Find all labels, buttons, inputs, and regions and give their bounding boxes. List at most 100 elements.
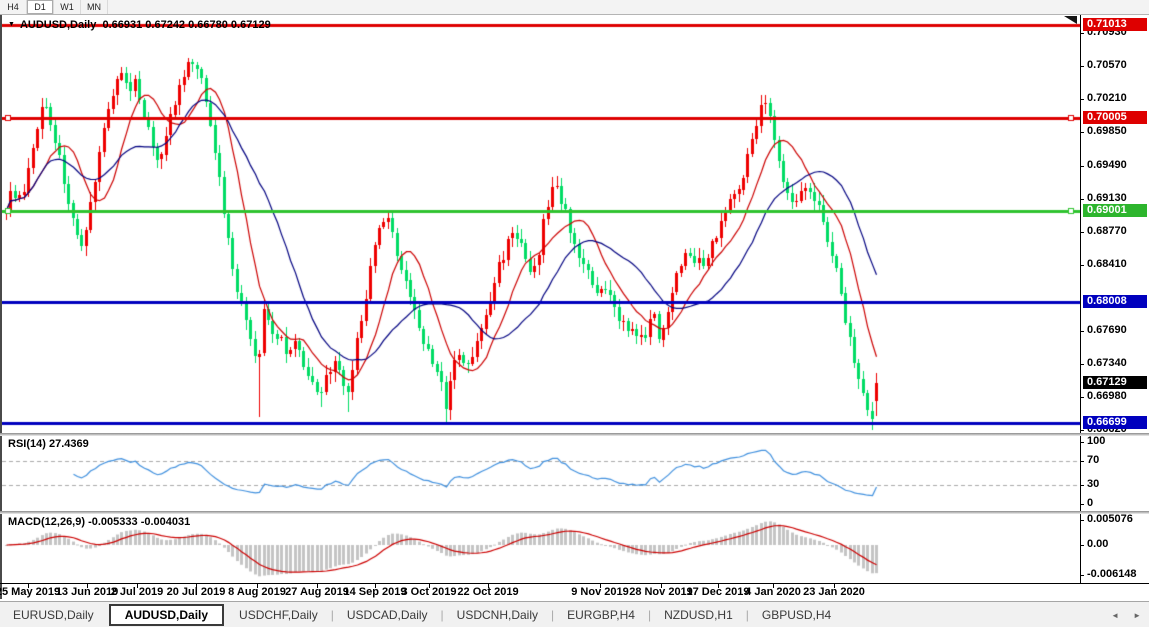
price-tick-mark	[1080, 33, 1084, 34]
rsi-indicator-canvas[interactable]	[2, 436, 1080, 510]
date-label: 17 Dec 2019	[686, 586, 750, 598]
tab-separator: |	[647, 607, 652, 622]
date-tick-mark	[196, 584, 197, 588]
price-tick-label: 0.69490	[1087, 159, 1127, 171]
tab-eurgbp-h4[interactable]: EURGBP,H4	[567, 607, 635, 622]
price-tick-mark	[1080, 265, 1084, 266]
chart-ohlc-values: 0.66931 0.67242 0.66780 0.67129	[102, 19, 271, 31]
price-badge-0.68008: 0.68008	[1083, 295, 1147, 308]
chart-tab-bar: EURUSD,Daily AUDUSD,Daily USDCHF,Daily | USD…	[0, 601, 1149, 627]
date-label: 14 Sep 2019	[343, 586, 407, 598]
tab-separator: |	[330, 607, 334, 622]
tab-separator: |	[745, 607, 749, 622]
macd-label: MACD(12,26,9) -0.005333 -0.004031	[8, 516, 190, 528]
chart-symbol-period: AUDUSD,Daily	[19, 19, 97, 31]
rsi-tick-label: 100	[1087, 435, 1106, 447]
date-label: 3 Oct 2019	[401, 586, 457, 598]
price-tick-mark	[1080, 397, 1084, 398]
price-axis-line	[1080, 15, 1081, 583]
timeframe-button-mn[interactable]: MN	[81, 0, 108, 14]
date-label: 23 Jan 2020	[803, 586, 865, 598]
tab-separator: |	[440, 607, 444, 622]
tab-scroll-left-icon[interactable]: ◄	[1111, 611, 1120, 620]
price-badge-0.69001: 0.69001	[1083, 204, 1147, 217]
macd-tick-mark	[1080, 575, 1084, 576]
date-tick-mark	[137, 584, 138, 588]
macd-tick-mark	[1080, 545, 1084, 546]
timeframe-button-h4[interactable]: H4	[0, 0, 27, 14]
timeframe-button-d1[interactable]: D1	[27, 0, 54, 14]
date-tick-mark	[834, 584, 835, 588]
price-tick-mark	[1080, 199, 1084, 200]
collapse-triangle-icon[interactable]: ▼	[8, 21, 15, 28]
date-label: 22 Oct 2019	[457, 586, 519, 598]
rsi-name: RSI(14)	[8, 438, 46, 450]
rsi-tick-mark	[1080, 485, 1084, 486]
price-tick-label: 0.69130	[1087, 192, 1127, 204]
price-tick-mark	[1080, 364, 1084, 365]
price-tick-mark	[1080, 331, 1084, 332]
price-badge-0.66699: 0.66699	[1083, 416, 1147, 429]
date-tick-mark	[773, 584, 774, 588]
date-tick-mark	[375, 584, 376, 588]
price-tick-mark	[1080, 99, 1084, 100]
price-tick-label: 0.67340	[1087, 357, 1127, 369]
tab-audusd-daily[interactable]: AUDUSD,Daily	[108, 603, 225, 626]
macd-tick-label: 0.005076	[1087, 513, 1133, 525]
tab-gbpusd-h4[interactable]: GBPUSD,H4	[761, 607, 832, 622]
macd-tick-label: -0.006148	[1087, 568, 1137, 580]
price-tick-label: 0.70210	[1087, 92, 1127, 104]
date-tick-mark	[718, 584, 719, 588]
tab-eurusd-daily[interactable]: EURUSD,Daily	[13, 607, 94, 622]
chart-left-border	[0, 15, 2, 599]
price-tick-mark	[1080, 232, 1084, 233]
rsi-tick-mark	[1080, 504, 1084, 505]
date-tick-mark	[317, 584, 318, 588]
price-tick-label: 0.70570	[1087, 59, 1127, 71]
rsi-tick-label: 0	[1087, 497, 1094, 509]
date-tick-mark	[661, 584, 662, 588]
tab-usdcnh-daily[interactable]: USDCNH,Daily	[456, 607, 539, 622]
macd-name: MACD(12,26,9)	[8, 516, 86, 528]
date-tick-mark	[429, 584, 430, 588]
price-tick-label: 0.67690	[1087, 324, 1127, 336]
date-label: 27 Aug 2019	[285, 586, 349, 598]
price-badge-0.70005: 0.70005	[1083, 111, 1147, 124]
date-tick-mark	[488, 584, 489, 588]
date-label: 8 Aug 2019	[228, 586, 286, 598]
macd-values: -0.005333 -0.004031	[88, 516, 191, 528]
pane-separator-macd[interactable]	[0, 511, 1149, 514]
macd-tick-mark	[1080, 520, 1084, 521]
tab-scroll-right-icon[interactable]: ►	[1133, 611, 1141, 620]
macd-indicator-canvas[interactable]	[2, 514, 1080, 583]
price-tick-label: 0.68410	[1087, 258, 1127, 270]
date-label: 13 Jun 2019	[55, 586, 119, 598]
tab-separator: |	[551, 607, 555, 622]
chart-shift-triangle-icon[interactable]	[1064, 16, 1077, 24]
price-tick-label: 0.68770	[1087, 225, 1127, 237]
date-tick-mark	[600, 584, 601, 588]
pane-separator-rsi[interactable]	[0, 433, 1149, 436]
price-badge-0.67129: 0.67129	[1083, 376, 1147, 389]
date-label: 2 Jul 2019	[110, 586, 164, 598]
rsi-tick-mark	[1080, 442, 1084, 443]
tab-usdcad-daily[interactable]: USDCAD,Daily	[346, 607, 428, 622]
rsi-label: RSI(14) 27.4369	[8, 438, 89, 450]
tab-nzdusd-h1[interactable]: NZDUSD,H1	[664, 607, 733, 622]
rsi-tick-mark	[1080, 461, 1084, 462]
date-tick-mark	[257, 584, 258, 588]
date-tick-mark	[87, 584, 88, 588]
rsi-tick-label: 70	[1087, 454, 1100, 466]
main-chart-canvas[interactable]	[2, 16, 1080, 433]
timeframe-button-w1[interactable]: W1	[54, 0, 81, 14]
tab-usdchf-daily[interactable]: USDCHF,Daily	[239, 607, 318, 622]
date-label: 20 Jul 2019	[166, 586, 226, 598]
date-label: 9 Nov 2019	[571, 586, 629, 598]
chart-title: ▼ AUDUSD,Daily 0.66931 0.67242 0.66780 0.…	[8, 19, 271, 31]
tab-scroll-arrows: ◄ ►	[1111, 611, 1141, 620]
macd-tick-label: 0.00	[1087, 538, 1109, 550]
price-tick-mark	[1080, 166, 1084, 167]
time-axis-line	[0, 583, 1149, 584]
rsi-tick-label: 30	[1087, 478, 1100, 490]
price-tick-label: 0.69850	[1087, 125, 1127, 137]
